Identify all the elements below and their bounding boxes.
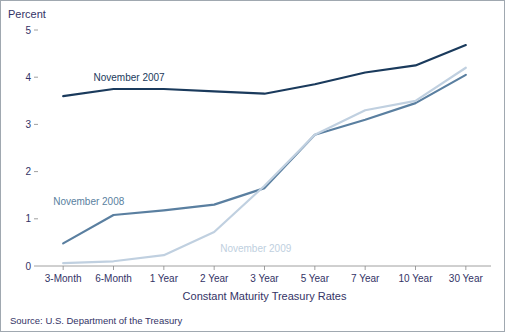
series-label: November 2009	[220, 243, 292, 254]
y-tick	[34, 30, 38, 31]
source-note: Source: U.S. Department of the Treasury	[10, 315, 182, 326]
x-tick	[415, 266, 416, 270]
y-tick	[34, 77, 38, 78]
y-tick	[34, 218, 38, 219]
x-tick-label: 5 Year	[301, 273, 330, 284]
series-label: November 2007	[94, 72, 166, 83]
x-axis-label: Constant Maturity Treasury Rates	[183, 290, 347, 302]
x-tick-label: 7 Year	[351, 273, 380, 284]
y-tick-label: 5	[25, 25, 31, 36]
x-tick	[264, 266, 265, 270]
series-line	[63, 45, 466, 96]
x-tick-label: 10 Year	[399, 273, 434, 284]
x-tick	[365, 266, 366, 270]
x-tick-label: 1 Year	[150, 273, 179, 284]
y-tick	[34, 171, 38, 172]
x-tick	[163, 266, 164, 270]
x-tick-label: 3-Month	[45, 273, 82, 284]
y-axis-label: Percent	[8, 8, 46, 20]
x-tick-label: 2 Year	[200, 273, 229, 284]
plot-area	[63, 45, 466, 263]
border	[1, 1, 505, 332]
x-tick	[63, 266, 64, 270]
y-tick-label: 2	[25, 166, 31, 177]
series-line	[63, 75, 466, 244]
chart: 0 1 2 3 4 5 3-Month 6-Month 1 Year 2 Year 3 Year 5 …	[0, 0, 505, 332]
y-tick-label: 4	[25, 72, 31, 83]
x-tick	[314, 266, 315, 270]
y-tick	[34, 266, 38, 267]
series-label: November 2008	[53, 196, 125, 207]
y-tick	[34, 124, 38, 125]
y-tick-label: 0	[25, 261, 31, 272]
x-tick	[465, 266, 466, 270]
x-tick-label: 6-Month	[95, 273, 132, 284]
series-line	[63, 68, 466, 263]
y-tick-label: 1	[25, 213, 31, 224]
x-tick	[214, 266, 215, 270]
y-tick-label: 3	[25, 119, 31, 130]
x-tick-label: 3 Year	[250, 273, 279, 284]
x-tick-label: 30 Year	[449, 273, 484, 284]
x-tick	[113, 266, 114, 270]
